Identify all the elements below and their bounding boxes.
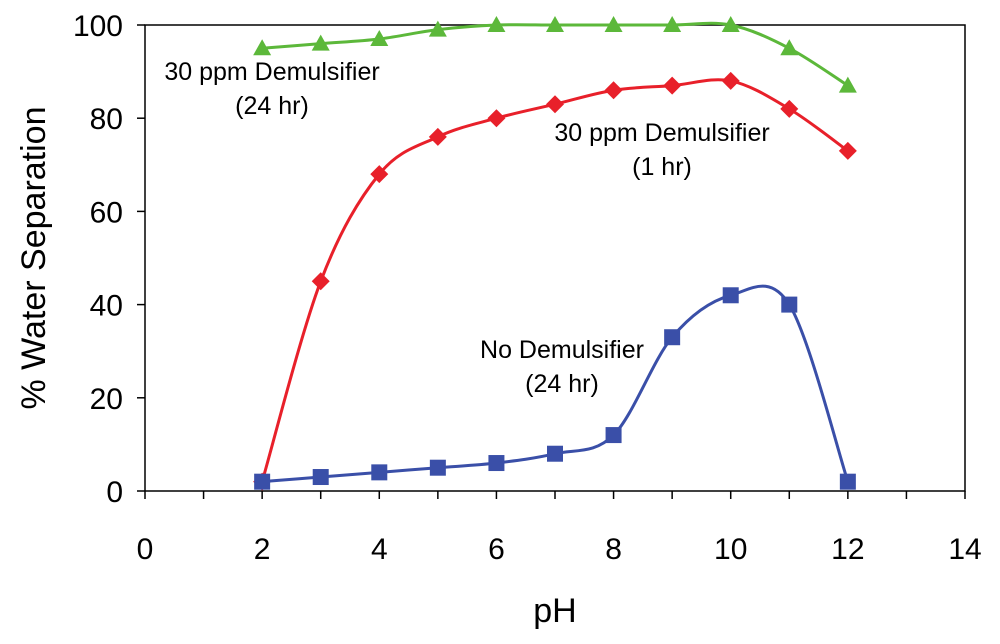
data-point-triangle [370, 29, 389, 46]
y-tick-label: 60 [90, 196, 123, 229]
x-tick-label: 14 [948, 533, 981, 566]
series-annotation: No Demulsifier [480, 336, 644, 364]
x-tick-label: 4 [371, 533, 388, 566]
data-point-diamond [370, 165, 389, 184]
data-point-square [605, 427, 622, 444]
data-point-diamond [311, 272, 330, 291]
data-point-diamond [487, 109, 506, 128]
data-point-square [429, 459, 446, 476]
data-point-square [839, 473, 856, 490]
data-point-square [488, 455, 505, 472]
data-point-square [664, 329, 681, 346]
data-point-triangle [487, 16, 506, 32]
y-tick-label: 80 [90, 103, 123, 136]
data-point-diamond [721, 71, 740, 90]
y-tick-label: 100 [73, 10, 123, 43]
data-point-triangle [721, 16, 740, 32]
data-point-triangle [780, 39, 799, 56]
data-point-square [371, 464, 388, 481]
data-point-diamond [838, 141, 857, 160]
data-point-triangle [253, 39, 272, 56]
x-tick-label: 10 [714, 533, 747, 566]
data-point-triangle [428, 20, 447, 37]
data-point-diamond [663, 76, 682, 95]
data-point-triangle [546, 16, 564, 32]
data-point-square [312, 469, 329, 486]
data-point-square [547, 445, 563, 462]
series-annotation: 30 ppm Demulsifier [164, 58, 379, 86]
x-tick-label: 6 [488, 533, 505, 566]
data-point-diamond [546, 95, 564, 114]
data-point-triangle [604, 16, 623, 32]
data-point-square [781, 296, 798, 313]
series-annotation: (24 hr) [235, 92, 309, 120]
x-tick-label: 12 [831, 533, 864, 566]
data-point-triangle [311, 34, 330, 51]
data-point-diamond [604, 81, 623, 100]
x-axis-label: pH [533, 592, 576, 630]
y-tick-label: 20 [90, 383, 123, 416]
data-point-triangle [663, 16, 682, 32]
x-tick-label: 2 [254, 533, 271, 566]
y-tick-label: 40 [90, 290, 123, 323]
x-tick-label: 0 [137, 533, 154, 566]
series-annotation: 30 ppm Demulsifier [554, 119, 769, 147]
y-tick-label: 0 [106, 476, 123, 509]
data-point-square [254, 473, 271, 490]
data-point-triangle [838, 76, 857, 93]
series-annotation: (24 hr) [525, 370, 599, 398]
data-point-diamond [428, 127, 447, 146]
y-axis-label: % Water Separation [15, 107, 53, 410]
series-annotation: (1 hr) [632, 153, 692, 181]
data-point-square [722, 287, 739, 304]
data-point-diamond [780, 99, 799, 118]
series-line [260, 78, 849, 483]
x-tick-label: 8 [605, 533, 622, 566]
